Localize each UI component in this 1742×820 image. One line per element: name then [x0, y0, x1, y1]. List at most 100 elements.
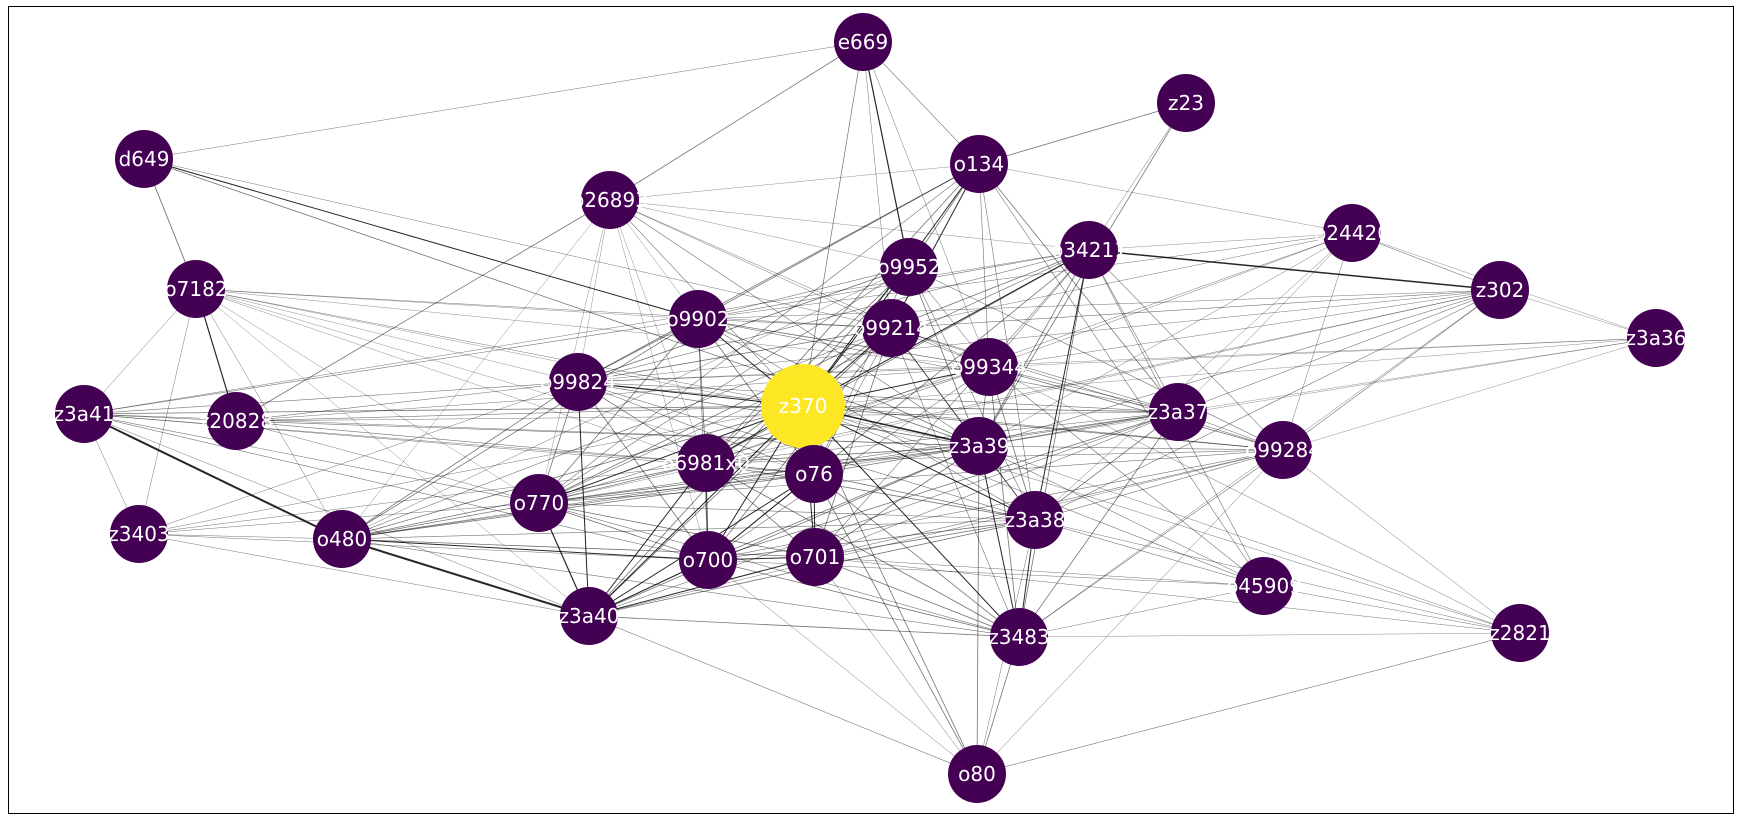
edge-o24420-o99214	[890, 232, 1353, 329]
edge-z3a38-o45909	[1034, 519, 1265, 587]
edge-o9952-z3a39	[908, 266, 980, 447]
node-label: z370	[779, 394, 828, 418]
edge-z370-z3a38	[802, 405, 1036, 521]
edge-o9902-o99214	[697, 318, 892, 329]
edge-z23-o34211	[1088, 102, 1187, 251]
edge-o99284-z3483	[1018, 449, 1284, 638]
edge-o99284-o80	[976, 449, 1284, 775]
node-z3403: z3403	[108, 505, 170, 563]
edge-o34211-z3a38	[1034, 249, 1090, 521]
node-label: o134	[954, 152, 1004, 176]
node-circle	[207, 392, 265, 450]
edge-o99824-z3a41	[83, 381, 579, 415]
node-label: o99824	[540, 370, 616, 394]
edge-o134-z3a37	[978, 163, 1179, 413]
edge-o99824-o99284	[577, 381, 1284, 451]
edge-d649-o9902	[143, 158, 699, 320]
edge-o6981x0-z3a38	[705, 462, 1036, 521]
node-label: z3a37	[1148, 400, 1209, 424]
edge-z370-z3403	[138, 405, 804, 535]
edge-o24420-z3a38	[1034, 232, 1353, 521]
edge-z3a37-o6981x0	[705, 411, 1179, 464]
edge-o34211-o24420	[1088, 232, 1353, 251]
edge-z370-o480	[341, 405, 804, 540]
edge-z3483-z2821	[1018, 632, 1521, 638]
node-label: o700	[683, 548, 733, 572]
node-z2821: z2821	[1489, 604, 1551, 662]
edge-z3a40-z3483	[588, 615, 1020, 638]
edge-o480-z3a40	[341, 538, 590, 617]
node-circle	[880, 238, 938, 296]
edge-e669-z370	[802, 41, 864, 407]
edge-z370-z2821	[802, 405, 1521, 634]
edge-o99344-o770	[538, 366, 990, 504]
edge-o99214-z302	[890, 289, 1501, 329]
edge-z3a38-o701	[814, 519, 1036, 558]
node-label: o480	[317, 527, 367, 551]
edge-o99824-z3a37	[577, 381, 1179, 413]
edge-z20828-o6981x0	[235, 420, 707, 464]
edge-z3403-o700	[138, 533, 709, 561]
edge-o26893-o480	[341, 199, 611, 540]
edge-z370-z3483	[802, 405, 1020, 638]
edge-o9952-o99284	[908, 266, 1284, 451]
edge-o134-o24420	[978, 163, 1353, 234]
edge-o34211-z370	[802, 249, 1090, 407]
node-z370: z370	[761, 364, 845, 448]
edge-o134-o99214	[890, 163, 980, 329]
edge-o34211-o701	[814, 249, 1090, 558]
edge-o99824-z20828	[235, 381, 579, 422]
edge-z3a36-o99284	[1282, 337, 1657, 451]
node-e669: e669	[834, 13, 892, 71]
edge-o7182-o9902	[195, 288, 699, 320]
edge-z302-z3a39	[978, 289, 1501, 447]
node-circle	[1235, 557, 1293, 615]
node-label: z3a40	[559, 604, 620, 628]
edge-z3a39-o480	[341, 445, 980, 540]
node-z3a40: z3a40	[559, 587, 620, 645]
edge-o9902-z3a41	[83, 318, 699, 415]
edge-o480-z3a38	[341, 519, 1036, 540]
edge-z3a36-z370	[802, 337, 1657, 407]
node-z23: z23	[1157, 74, 1215, 132]
node-label: o9952	[877, 255, 940, 279]
edge-z20828-z3a37	[235, 411, 1179, 422]
edge-z3a36-o99824	[577, 337, 1657, 383]
edge-o7182-z3a40	[195, 288, 590, 617]
node-o9902: o9902	[666, 290, 730, 348]
edge-layer	[83, 41, 1657, 775]
edge-o770-z3483	[538, 502, 1020, 638]
node-circle	[785, 445, 843, 503]
edge-z3a39-o6981x0	[705, 445, 980, 464]
node-circle	[862, 299, 920, 357]
edge-z3a36-z3a37	[1177, 337, 1657, 413]
node-o7182: o7182	[164, 260, 228, 318]
node-label: o99214	[853, 316, 929, 340]
edge-z302-o6981x0	[705, 289, 1501, 464]
plot-frame	[8, 6, 1734, 814]
edge-z370-o99284	[802, 405, 1284, 451]
edge-o24420-o99284	[1282, 232, 1353, 451]
edge-o480-o700	[341, 538, 709, 561]
edge-z3a39-o99284	[978, 445, 1284, 451]
node-circle	[1627, 309, 1685, 367]
node-o99344: o99344	[951, 338, 1027, 396]
node-circle	[669, 290, 727, 348]
edge-e669-d649	[143, 41, 864, 160]
edge-o24420-z3a37	[1177, 232, 1353, 413]
edge-z3a37-z3483	[1018, 411, 1179, 638]
edge-o134-o26893	[609, 163, 980, 201]
node-circle	[55, 385, 113, 443]
edge-o9902-z3a39	[697, 318, 980, 447]
node-o6981x0: o6981x0	[662, 434, 750, 492]
edge-o99214-o480	[341, 327, 892, 540]
edge-o7182-z3403	[138, 288, 197, 535]
edge-z370-z3a37	[802, 405, 1179, 413]
edge-z370-o770	[538, 405, 804, 504]
edge-o9902-o76	[697, 318, 815, 475]
node-label: o9902	[666, 307, 729, 331]
edge-o700-o80	[707, 559, 978, 775]
edge-o701-z3483	[814, 556, 1020, 638]
node-circle	[786, 528, 844, 586]
node-label: o76	[795, 462, 833, 486]
